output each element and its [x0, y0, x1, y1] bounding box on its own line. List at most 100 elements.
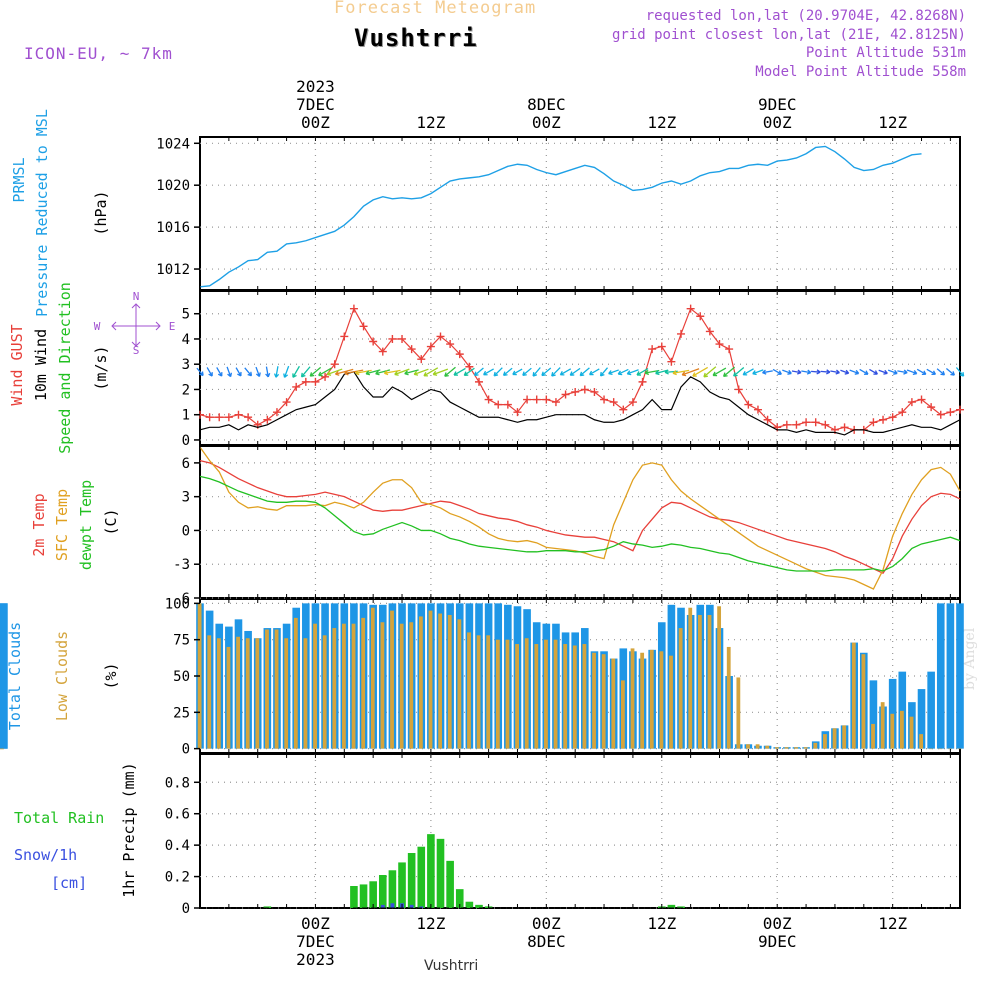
low-cloud-bar	[621, 680, 625, 749]
gust-marker	[898, 408, 907, 417]
wind-direction-arrow	[722, 366, 736, 378]
gust-marker	[561, 390, 570, 399]
wind-direction-arrow	[869, 368, 878, 375]
wind-direction-arrow	[541, 367, 552, 377]
gust-marker	[436, 332, 445, 341]
gust-marker	[696, 312, 705, 321]
low-cloud-bar	[418, 616, 423, 749]
wind-direction-arrow	[355, 369, 372, 376]
snow-unit-label: [cm]	[51, 874, 87, 892]
bottom-time-label: 7DEC	[296, 932, 335, 951]
low-cloud-bar	[428, 610, 433, 749]
low-cloud-bar	[313, 623, 317, 749]
wind-direction-arrow	[820, 369, 831, 375]
total-clouds-label: Total Clouds	[6, 622, 24, 730]
wind-direction-arrow	[703, 366, 717, 378]
total-rain-label: Total Rain	[14, 809, 104, 827]
low-cloud-bar	[755, 744, 760, 749]
gust-marker	[628, 398, 637, 407]
total-cloud-bar	[927, 671, 935, 749]
low-cloud-bar	[216, 638, 221, 749]
low-cloud-bar	[678, 628, 683, 749]
low-cloud-bar	[948, 748, 952, 750]
low-cloud-bar	[697, 614, 702, 749]
panel-frames	[199, 136, 961, 909]
compass-south: S	[133, 344, 140, 357]
low-cloud-bar	[611, 658, 616, 749]
wind-direction-arrow	[432, 368, 449, 376]
low-cloud-bar	[774, 747, 779, 749]
low-cloud-bar	[303, 638, 308, 749]
wind-direction-arrow	[849, 369, 860, 375]
wind-direction-arrow	[752, 369, 764, 376]
bottom-time-label: 8DEC	[527, 932, 566, 951]
low-cloud-bar	[871, 723, 875, 749]
gust-marker	[388, 334, 397, 343]
low-cloud-bar	[640, 652, 645, 749]
low-cloud-bar	[515, 644, 519, 749]
wind-direction-arrow	[589, 368, 600, 376]
temperature-ytick-label: 0	[182, 523, 190, 539]
gust-marker	[532, 395, 541, 404]
low-cloud-bar	[823, 734, 827, 749]
gust-marker	[224, 413, 233, 422]
low-cloud-bar	[544, 639, 548, 749]
wind-direction-arrow	[255, 366, 261, 377]
low-cloud-bar	[880, 702, 885, 749]
low-cloud-bar	[563, 644, 568, 749]
gust-marker	[398, 334, 407, 343]
wind-direction-arrow	[579, 367, 590, 377]
low-cloud-bar	[572, 645, 577, 749]
low-cloud-bar	[688, 607, 693, 749]
wind-direction-arrow	[681, 368, 700, 377]
wind-direction-arrow	[196, 367, 204, 377]
gust-marker	[523, 395, 532, 404]
wind-direction-arrow	[473, 367, 484, 377]
gust-marker	[686, 304, 695, 313]
wind-direction-arrow	[936, 368, 946, 376]
low-cloud-bar	[832, 728, 837, 749]
clouds-ytick-label: 75	[173, 633, 190, 649]
total-cloud-bar	[898, 671, 907, 749]
top-time-label: 9DEC	[758, 95, 797, 114]
gust-marker	[580, 385, 589, 394]
gust-marker	[907, 398, 916, 407]
low-cloud-bar	[649, 649, 654, 749]
model-altitude: Model Point Altitude 558m	[755, 64, 966, 80]
wind-direction-arrow	[926, 368, 937, 376]
precipitation-ytick-label: 0.6	[165, 807, 190, 823]
low-cloud-bar	[765, 745, 770, 749]
low-cloud-bar	[899, 710, 904, 749]
gust-marker	[609, 398, 618, 407]
rain-bar	[369, 881, 377, 908]
precipitation-ytick-label: 0.2	[165, 870, 190, 886]
low-cloud-bar	[630, 648, 635, 749]
wind-direction-arrow	[782, 369, 792, 375]
low-cloud-bar	[928, 748, 933, 750]
requested-coords: requested lon,lat (20.9704E, 42.8268N)	[645, 8, 966, 24]
wind-direction-arrow	[493, 367, 503, 377]
gust-marker	[263, 415, 272, 424]
gust-marker	[484, 395, 493, 404]
gust-marker	[542, 395, 551, 404]
gust-marker	[946, 408, 955, 417]
wind-direction-arrow	[265, 366, 271, 378]
snow-bar	[390, 903, 395, 908]
low-cloud-bar	[342, 623, 346, 749]
low-cloud-bar	[486, 635, 491, 749]
wind-ytick-label: 1	[182, 408, 190, 424]
rain-bar	[378, 875, 387, 908]
pressure-ytick-label: 1024	[156, 136, 190, 152]
low-cloud-bar	[351, 623, 356, 749]
top-time-label: 12Z	[878, 113, 907, 132]
wind-direction-arrow	[840, 369, 850, 375]
temp-2m-line	[199, 460, 961, 575]
low-cloud-bar	[601, 654, 606, 749]
gust-marker	[503, 400, 512, 409]
wind-direction-arrow	[906, 369, 918, 375]
low-cloud-bar	[707, 614, 712, 749]
gridpoint-coords: grid point closest lon,lat (21E, 42.8125…	[611, 27, 966, 43]
wind-direction-arrow	[791, 369, 802, 375]
wind-direction-arrow	[326, 368, 343, 376]
gust-marker	[474, 377, 483, 386]
